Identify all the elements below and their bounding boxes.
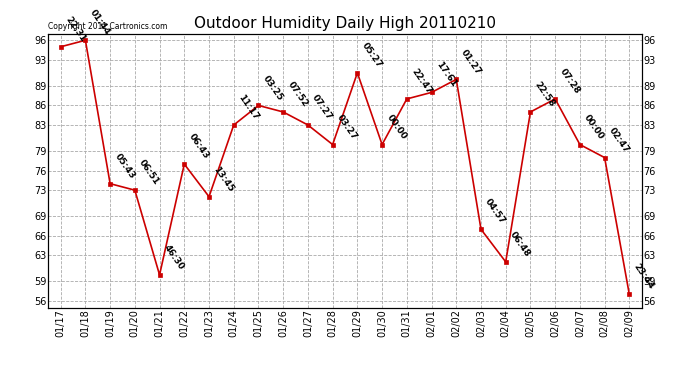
Text: 07:52: 07:52 xyxy=(286,80,309,109)
Text: 01:27: 01:27 xyxy=(459,48,482,76)
Text: 05:43: 05:43 xyxy=(112,152,137,180)
Text: 07:27: 07:27 xyxy=(310,93,334,122)
Text: 22:31: 22:31 xyxy=(63,15,87,44)
Text: 17:61: 17:61 xyxy=(434,60,458,89)
Text: 03:25: 03:25 xyxy=(261,74,285,102)
Text: 00:00: 00:00 xyxy=(384,113,408,141)
Text: 13:45: 13:45 xyxy=(212,165,235,194)
Text: 11:17: 11:17 xyxy=(236,93,260,122)
Text: 02:47: 02:47 xyxy=(607,126,631,154)
Text: 01:44: 01:44 xyxy=(88,8,112,37)
Text: 07:28: 07:28 xyxy=(558,67,582,96)
Text: 06:51: 06:51 xyxy=(137,158,161,187)
Text: Copyright 2011 Cartronics.com: Copyright 2011 Cartronics.com xyxy=(48,22,168,31)
Text: 23:44: 23:44 xyxy=(632,262,656,291)
Text: 22:58: 22:58 xyxy=(533,80,557,109)
Text: 04:57: 04:57 xyxy=(484,197,507,226)
Title: Outdoor Humidity Daily High 20110210: Outdoor Humidity Daily High 20110210 xyxy=(194,16,496,31)
Text: 22:47: 22:47 xyxy=(409,67,433,96)
Text: 46:30: 46:30 xyxy=(162,243,186,272)
Text: 05:27: 05:27 xyxy=(360,41,384,70)
Text: 03:27: 03:27 xyxy=(335,112,359,141)
Text: 06:43: 06:43 xyxy=(187,132,210,161)
Text: 00:00: 00:00 xyxy=(582,113,606,141)
Text: 06:48: 06:48 xyxy=(509,230,532,259)
